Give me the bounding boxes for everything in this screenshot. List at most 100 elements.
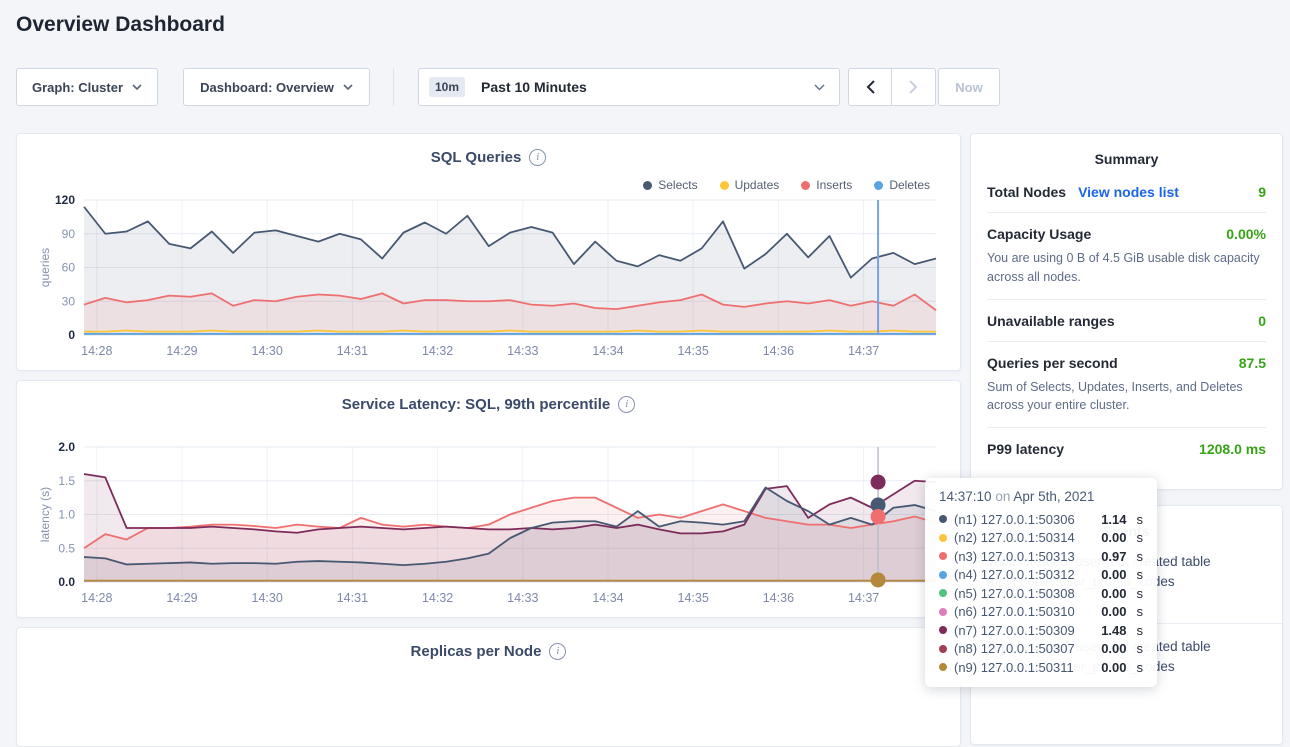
tooltip-node-address: (n2) 127.0.0.1:50314 bbox=[954, 530, 1075, 546]
tooltip-node-address: (n1) 127.0.0.1:50306 bbox=[954, 511, 1075, 527]
chart-text: 14:29 bbox=[166, 344, 197, 358]
chart-text: 14:32 bbox=[422, 591, 453, 605]
chart-text: 120 bbox=[55, 193, 75, 207]
tooltip-node-address: (n7) 127.0.0.1:50309 bbox=[954, 622, 1075, 638]
info-icon[interactable]: i bbox=[549, 643, 567, 660]
legend-item-deletes[interactable]: Deletes bbox=[874, 178, 930, 192]
chart-polyline bbox=[83, 292, 937, 311]
legend-label: Updates bbox=[734, 178, 780, 192]
chart-circle bbox=[870, 509, 886, 525]
tooltip-time: 14:37:10 bbox=[939, 489, 992, 504]
summary-panel: Summary Total Nodes View nodes list 9 Ca… bbox=[970, 133, 1283, 490]
summary-value: 87.5 bbox=[1238, 354, 1266, 371]
series-dot bbox=[939, 552, 947, 561]
time-range-dropdown[interactable]: 10m Past 10 Minutes bbox=[418, 68, 840, 106]
chart-text: 1.5 bbox=[58, 474, 75, 488]
chart-polyline bbox=[83, 496, 937, 549]
time-next-button[interactable] bbox=[892, 68, 936, 106]
chart-text: 0.5 bbox=[58, 541, 75, 555]
series-dot bbox=[939, 589, 947, 598]
tooltip-node-unit: s bbox=[1136, 604, 1144, 620]
chart-text: 14:30 bbox=[252, 344, 283, 358]
chart-text: 60 bbox=[62, 261, 76, 275]
summary-label: Total Nodes bbox=[987, 184, 1067, 200]
tooltip-date: Apr 5th, 2021 bbox=[1013, 489, 1095, 504]
time-range-label: Past 10 Minutes bbox=[481, 79, 587, 95]
chart-polygon bbox=[84, 206, 936, 335]
summary-label: Queries per second bbox=[987, 354, 1118, 371]
legend-item-inserts[interactable]: Inserts bbox=[801, 178, 852, 192]
chart-circle bbox=[870, 572, 886, 588]
chart-polygon bbox=[84, 474, 936, 582]
tooltip-node-row: (n6) 127.0.0.1:50310 0.00 s bbox=[939, 603, 1143, 622]
chart-polyline bbox=[83, 486, 937, 567]
sql-queries-card: SQL Queries i Selects Updates Inserts Delet… bbox=[16, 133, 961, 371]
chart-text: 14:35 bbox=[678, 344, 709, 358]
legend-dot bbox=[801, 180, 811, 190]
tooltip-node-row: (n4) 127.0.0.1:50312 0.00 s bbox=[939, 566, 1143, 585]
series-dot bbox=[939, 515, 947, 524]
chart-text: 30 bbox=[62, 294, 76, 308]
info-icon[interactable]: i bbox=[529, 149, 547, 166]
summary-value: 9 bbox=[1258, 184, 1266, 200]
tooltip-node-unit: s bbox=[1136, 567, 1144, 583]
tooltip-on-word: on bbox=[995, 489, 1011, 504]
tooltip-node-row: (n3) 127.0.0.1:50313 0.97 s bbox=[939, 547, 1143, 566]
legend-dot bbox=[719, 180, 729, 190]
tooltip-node-value: 0.00 bbox=[1101, 530, 1127, 546]
chevron-left-icon bbox=[866, 80, 875, 94]
tooltip-node-value: 1.14 bbox=[1101, 511, 1127, 527]
chart-text: 1.0 bbox=[58, 508, 75, 522]
dashboard-dropdown-label: Dashboard: Overview bbox=[200, 79, 334, 95]
graph-dropdown[interactable]: Graph: Cluster bbox=[16, 68, 158, 106]
view-nodes-list-link[interactable]: View nodes list bbox=[1078, 184, 1179, 200]
chart-text: 14:30 bbox=[252, 591, 283, 605]
chart-text: latency (s) bbox=[38, 487, 52, 542]
series-dot bbox=[939, 644, 947, 653]
info-icon[interactable]: i bbox=[618, 396, 636, 413]
service-latency-card: Service Latency: SQL, 99th percentile i … bbox=[16, 380, 961, 618]
chart-text: 14:33 bbox=[507, 591, 538, 605]
chart-text: 14:36 bbox=[763, 591, 794, 605]
service-latency-chart[interactable]: 14:28 14:29 14:30 14:31 14:32 14:33 14:34 14:35… bbox=[17, 439, 962, 614]
tooltip-node-address: (n5) 127.0.0.1:50308 bbox=[954, 585, 1075, 601]
tooltip-node-row: (n2) 127.0.0.1:50314 0.00 s bbox=[939, 529, 1143, 548]
chart-polyline bbox=[83, 206, 937, 279]
chart-text: 0.0 bbox=[58, 575, 75, 589]
summary-row-total-nodes: Total Nodes View nodes list 9 bbox=[987, 171, 1266, 213]
tooltip-node-value: 0.00 bbox=[1101, 604, 1127, 620]
tooltip-node-value: 0.97 bbox=[1101, 548, 1127, 564]
dashboard-dropdown[interactable]: Dashboard: Overview bbox=[183, 68, 370, 106]
chevron-right-icon bbox=[909, 80, 918, 94]
legend-item-selects[interactable]: Selects bbox=[643, 178, 698, 192]
time-now-button[interactable]: Now bbox=[938, 68, 1000, 106]
chart-text: 14:32 bbox=[422, 344, 453, 358]
series-dot bbox=[939, 607, 947, 616]
tooltip-node-address: (n8) 127.0.0.1:50307 bbox=[954, 641, 1075, 657]
chart-text: 14:37 bbox=[848, 344, 879, 358]
legend-label: Selects bbox=[658, 178, 698, 192]
tooltip-node-value: 0.00 bbox=[1101, 567, 1127, 583]
legend-label: Deletes bbox=[889, 178, 930, 192]
legend-label: Inserts bbox=[816, 178, 853, 192]
chart-title: Replicas per Node bbox=[410, 643, 542, 660]
toolbar-divider bbox=[393, 68, 394, 106]
chart-title: SQL Queries bbox=[430, 149, 522, 166]
time-range-badge: 10m bbox=[429, 77, 466, 97]
replicas-per-node-card: Replicas per Node i bbox=[16, 627, 961, 747]
series-dot bbox=[939, 533, 947, 542]
chart-polyline bbox=[84, 329, 936, 333]
chart-circle bbox=[870, 474, 886, 490]
chart-text: 0 bbox=[68, 328, 75, 342]
series-dot bbox=[939, 663, 947, 672]
chart-text: 14:34 bbox=[592, 344, 623, 358]
chart-text: 2.0 bbox=[58, 440, 75, 454]
sql-queries-chart[interactable]: 14:28 14:29 14:30 14:31 14:32 14:33 14:34 14:35… bbox=[17, 192, 962, 367]
tooltip-node-unit: s bbox=[1136, 659, 1144, 675]
chart-text: 14:28 bbox=[81, 344, 112, 358]
tooltip-node-row: (n8) 127.0.0.1:50307 0.00 s bbox=[939, 640, 1143, 659]
summary-value: 0 bbox=[1258, 312, 1266, 329]
legend-item-updates[interactable]: Updates bbox=[719, 178, 780, 192]
chart-text: queries bbox=[38, 248, 52, 287]
time-prev-button[interactable] bbox=[848, 68, 892, 106]
